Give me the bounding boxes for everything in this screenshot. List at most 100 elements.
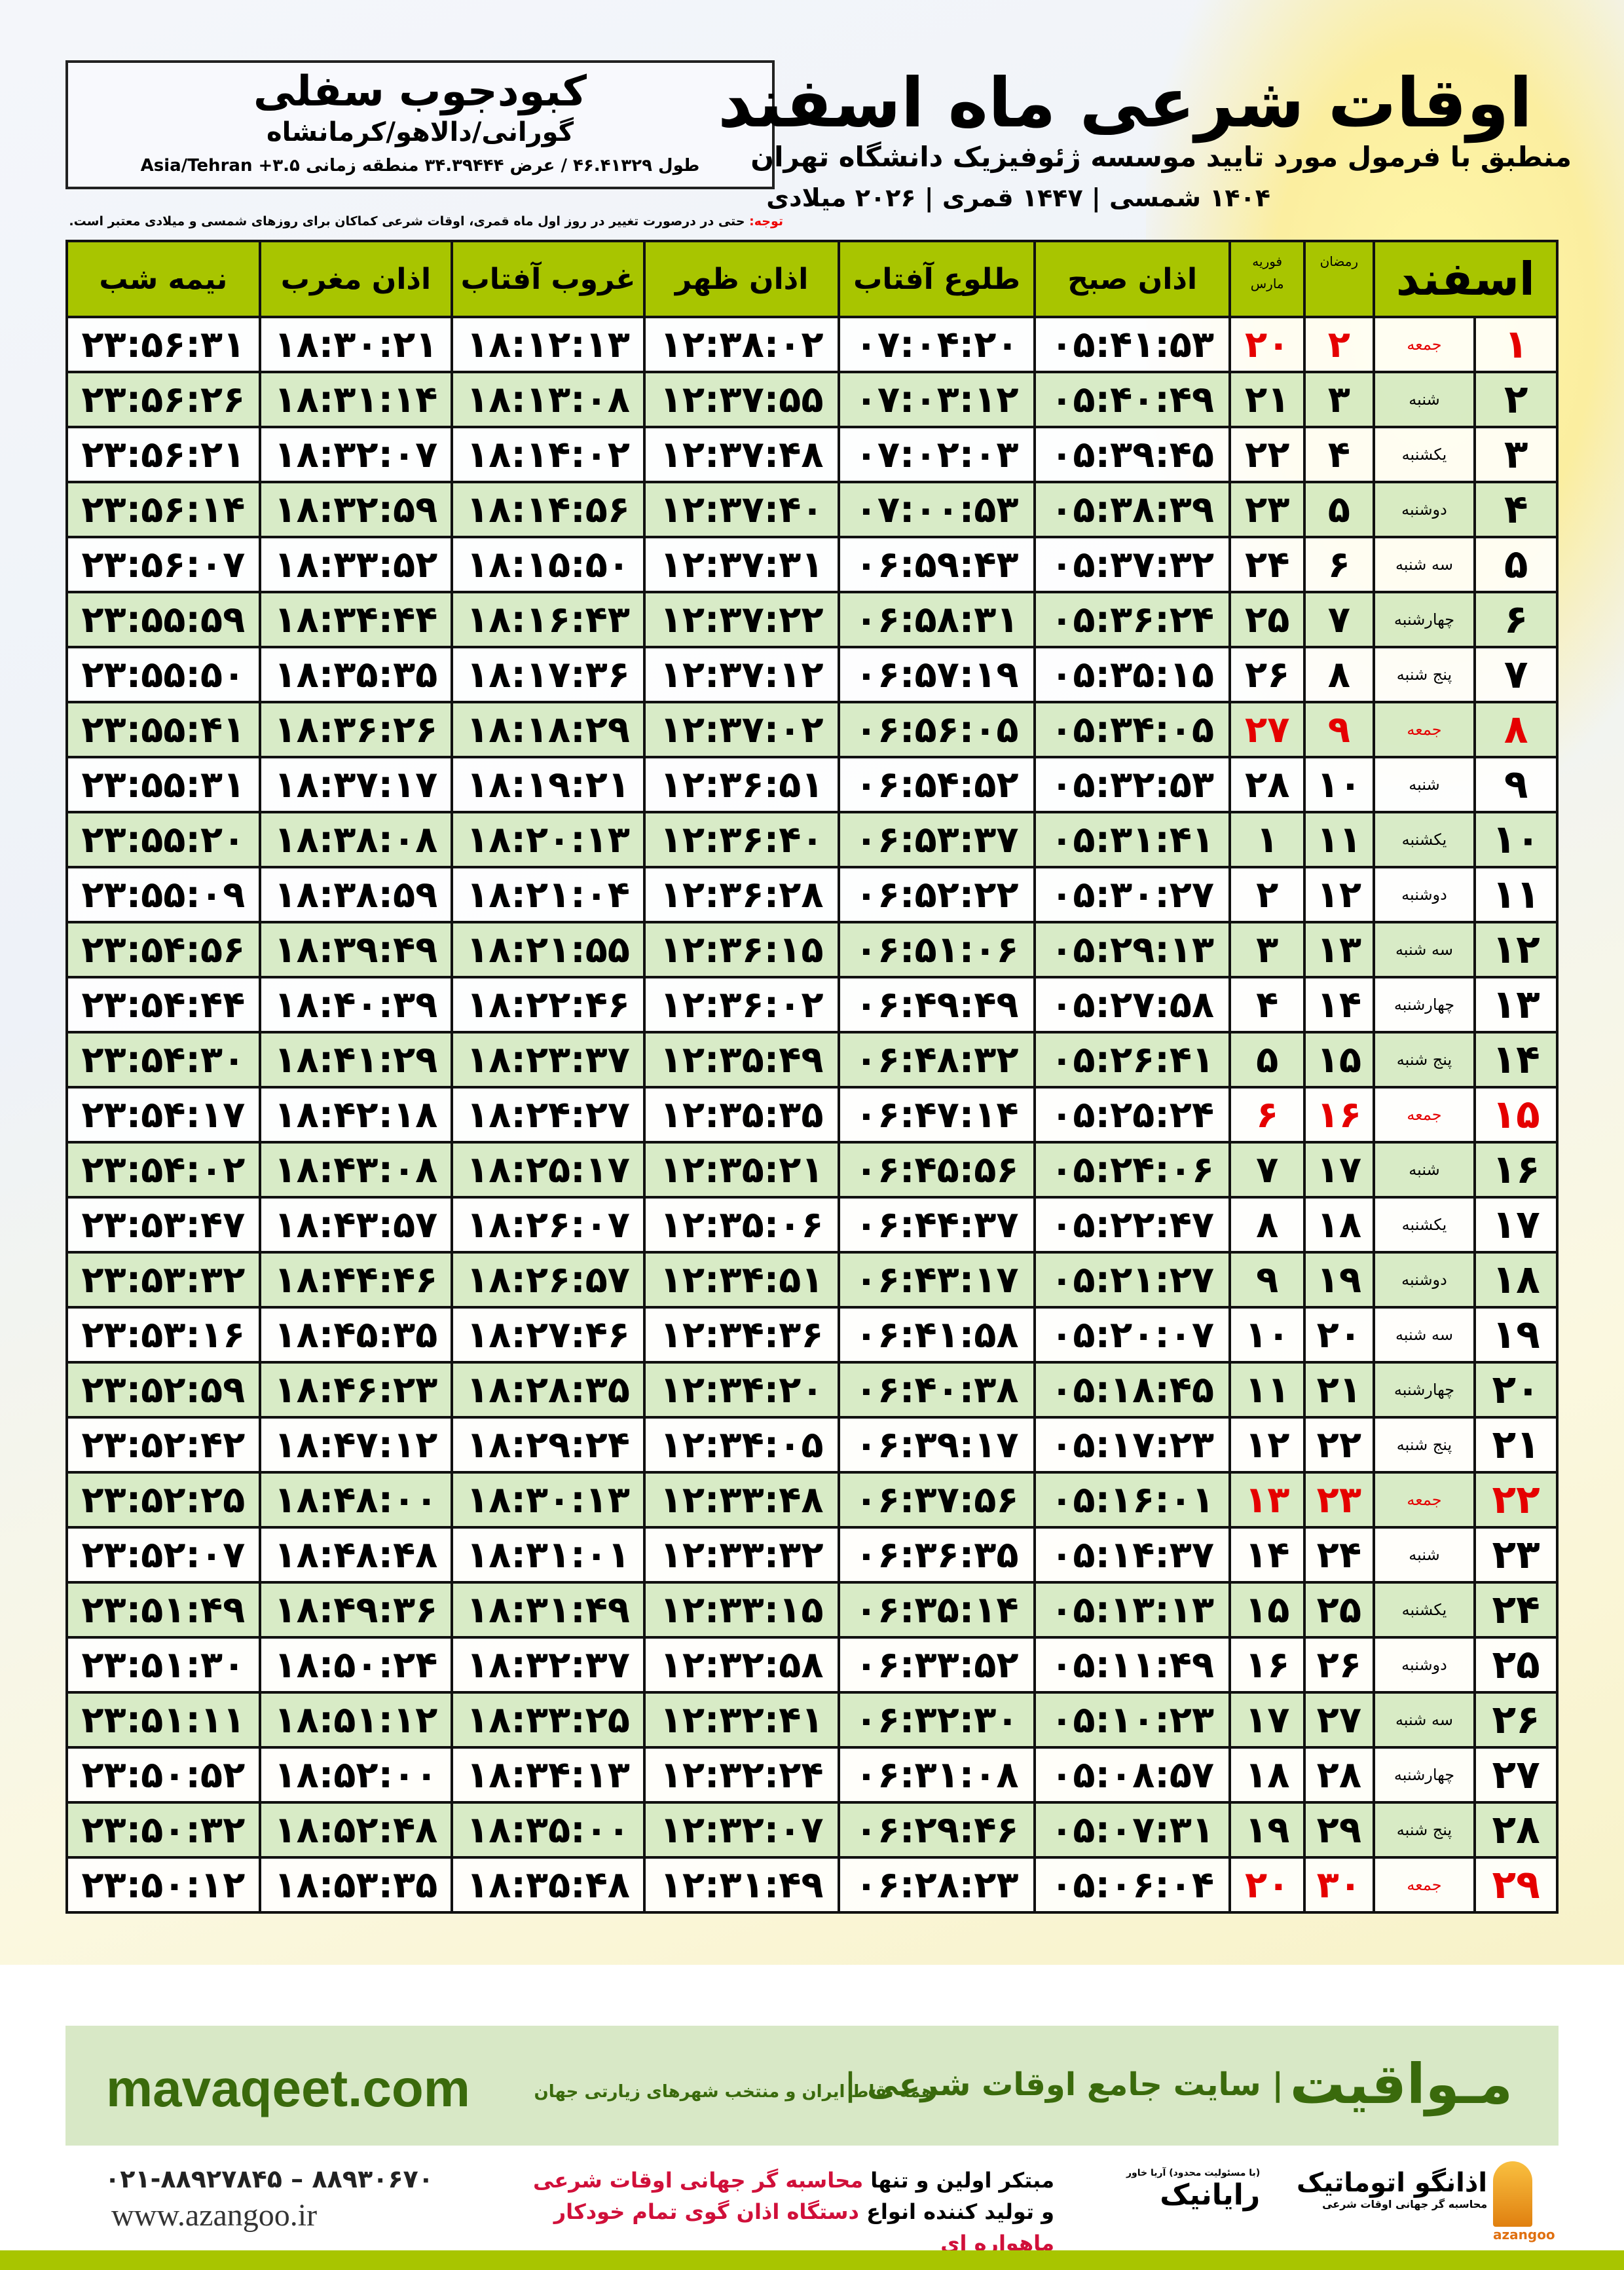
maghrib-time-cell: ۱۸:۳۹:۴۹: [258, 921, 454, 978]
dhuhr-time-cell: ۱۲:۳۷:۴۸: [642, 426, 841, 483]
sunset-time-cell: ۱۸:۳۴:۱۳: [451, 1746, 646, 1804]
ramadan-day-cell: ۵: [1303, 481, 1375, 538]
azangoo-logo-small: محاسبه گر جهانی اوقات شرعی: [1322, 2198, 1488, 2210]
sunset-time-cell: ۱۸:۱۶:۴۳: [451, 591, 646, 648]
day-cell: ۵: [1473, 536, 1559, 593]
azangoo-link[interactable]: www.azangoo.ir: [111, 2198, 318, 2233]
table-row: ۱۰ یکشنبه ۱۱ ۱ ۰۵:۳۱:۴۱ ۰۶:۵۳:۳۷ ۱۲:۳۶:۴۰ ۱۸:۲۰…: [65, 811, 1559, 868]
maghrib-time-cell: ۱۸:۳۳:۵۲: [258, 536, 454, 593]
azangoo-logo: اذانگو اتوماتیک محاسبه گر جهانی اوقات شرع…: [1297, 2168, 1487, 2210]
midnight-time-cell: ۲۳:۵۰:۳۲: [65, 1801, 261, 1859]
maghrib-time-cell: ۱۸:۴۵:۳۵: [258, 1306, 454, 1364]
sunset-time-cell: ۱۸:۳۰:۱۳: [451, 1471, 646, 1529]
col-gregorian: فوریه مارس: [1228, 240, 1306, 318]
weekday-cell: چهارشنبه: [1372, 1746, 1477, 1804]
sunrise-time-cell: ۰۶:۲۹:۴۶: [838, 1801, 1036, 1859]
fajr-time-cell: ۰۵:۲۱:۲۷: [1033, 1251, 1232, 1309]
midnight-time-cell: ۲۳:۵۶:۰۷: [65, 536, 261, 593]
table-row: ۱۱ دوشنبه ۱۲ ۲ ۰۵:۳۰:۲۷ ۰۶:۵۲:۲۲ ۱۲:۳۶:۲۸ ۱۸:۲۱…: [65, 866, 1559, 923]
gregorian-day-cell: ۲۶: [1228, 646, 1306, 703]
day-cell: ۱۶: [1473, 1141, 1559, 1199]
midnight-time-cell: ۲۳:۵۶:۲۶: [65, 371, 261, 428]
table-row: ۳ یکشنبه ۴ ۲۲ ۰۵:۳۹:۴۵ ۰۷:۰۲:۰۳ ۱۲:۳۷:۴۸ ۱۸:۱۴:…: [65, 426, 1559, 483]
day-cell: ۱۹: [1473, 1306, 1559, 1364]
gregorian-day-cell: ۱۵: [1228, 1581, 1306, 1639]
sunrise-time-cell: ۰۶:۳۳:۵۲: [838, 1636, 1036, 1694]
page-title: اوقات شرعی ماه اسفند: [718, 63, 1532, 143]
dhuhr-time-cell: ۱۲:۳۴:۲۰: [642, 1361, 841, 1419]
ramadan-day-cell: ۲۰: [1303, 1306, 1375, 1364]
day-cell: ۱۲: [1473, 921, 1559, 978]
fajr-time-cell: ۰۵:۲۵:۲۴: [1033, 1086, 1232, 1144]
gregorian-day-cell: ۴: [1228, 976, 1306, 1033]
weekday-cell: چهارشنبه: [1372, 591, 1477, 648]
rayanik-logo-small: (با مسئولیت محدود) آریا خاور: [1126, 2168, 1261, 2178]
promo-line2-a: و تولید کننده انواع: [858, 2199, 1054, 2224]
table-row: ۲ شنبه ۳ ۲۱ ۰۵:۴۰:۴۹ ۰۷:۰۳:۱۲ ۱۲:۳۷:۵۵ ۱۸:۱۳:۰۸…: [65, 371, 1559, 428]
day-cell: ۲۷: [1473, 1746, 1559, 1804]
dhuhr-time-cell: ۱۲:۳۶:۲۸: [642, 866, 841, 923]
dhuhr-time-cell: ۱۲:۳۷:۲۲: [642, 591, 841, 648]
weekday-cell: سه شنبه: [1372, 921, 1477, 978]
midnight-time-cell: ۲۳:۵۵:۵۰: [65, 646, 261, 703]
site-link[interactable]: mavaqeet.com: [106, 2059, 470, 2117]
weekday-cell: دوشنبه: [1372, 866, 1477, 923]
table-row: ۲۷ چهارشنبه ۲۸ ۱۸ ۰۵:۰۸:۵۷ ۰۶:۳۱:۰۸ ۱۲:۳۲:۲۴ ۱۸…: [65, 1746, 1559, 1804]
mavaqeet-banner: mavaqeet.com مـواقیت | سایت جامع اوقات ش…: [65, 2026, 1559, 2146]
midnight-time-cell: ۲۳:۵۶:۱۴: [65, 481, 261, 538]
gregorian-day-cell: ۲۰: [1228, 1856, 1306, 1914]
page-subtitle: منطبق با فرمول مورد تایید موسسه ژئوفیزیک…: [750, 141, 1572, 173]
dhuhr-time-cell: ۱۲:۳۲:۵۸: [642, 1636, 841, 1694]
sunset-time-cell: ۱۸:۱۳:۰۸: [451, 371, 646, 428]
sunset-time-cell: ۱۸:۱۴:۵۶: [451, 481, 646, 538]
sunrise-time-cell: ۰۶:۴۰:۳۸: [838, 1361, 1036, 1419]
ramadan-day-cell: ۲۳: [1303, 1471, 1375, 1529]
gregorian-day-cell: ۲: [1228, 866, 1306, 923]
weekday-cell: جمعه: [1372, 1471, 1477, 1529]
sunrise-time-cell: ۰۶:۴۵:۵۶: [838, 1141, 1036, 1199]
maghrib-time-cell: ۱۸:۵۲:۰۰: [258, 1746, 454, 1804]
dhuhr-time-cell: ۱۲:۳۲:۴۱: [642, 1691, 841, 1749]
weekday-cell: یکشنبه: [1372, 1196, 1477, 1254]
maghrib-time-cell: ۱۸:۳۶:۲۶: [258, 701, 454, 758]
ramadan-day-cell: ۲۹: [1303, 1801, 1375, 1859]
table-row: ۲۹ جمعه ۳۰ ۲۰ ۰۵:۰۶:۰۴ ۰۶:۲۸:۲۳ ۱۲:۳۱:۴۹ ۱۸:۳۵:…: [65, 1856, 1559, 1914]
sunset-time-cell: ۱۸:۳۵:۰۰: [451, 1801, 646, 1859]
day-cell: ۲۸: [1473, 1801, 1559, 1859]
col-midnight: نیمه شب: [65, 240, 261, 318]
gregorian-day-cell: ۸: [1228, 1196, 1306, 1254]
day-cell: ۱۰: [1473, 811, 1559, 868]
sunset-time-cell: ۱۸:۳۵:۴۸: [451, 1856, 646, 1914]
banner-tagline: | سایت جامع اوقات شرعی |: [844, 2066, 1283, 2103]
dhuhr-time-cell: ۱۲:۳۵:۳۵: [642, 1086, 841, 1144]
table-row: ۲۳ شنبه ۲۴ ۱۴ ۰۵:۱۴:۳۷ ۰۶:۳۶:۳۵ ۱۲:۳۳:۳۲ ۱۸:۳۱:…: [65, 1526, 1559, 1584]
ramadan-day-cell: ۱۱: [1303, 811, 1375, 868]
sunset-time-cell: ۱۸:۲۵:۱۷: [451, 1141, 646, 1199]
gregorian-day-cell: ۱۶: [1228, 1636, 1306, 1694]
weekday-cell: پنج شنبه: [1372, 1416, 1477, 1474]
table-row: ۴ دوشنبه ۵ ۲۳ ۰۵:۳۸:۳۹ ۰۷:۰۰:۵۳ ۱۲:۳۷:۴۰ ۱۸:۱۴:…: [65, 481, 1559, 538]
gregorian-day-cell: ۲۱: [1228, 371, 1306, 428]
ramadan-day-cell: ۲۵: [1303, 1581, 1375, 1639]
table-row: ۲۲ جمعه ۲۳ ۱۳ ۰۵:۱۶:۰۱ ۰۶:۳۷:۵۶ ۱۲:۳۳:۴۸ ۱۸:۳۰:…: [65, 1471, 1559, 1529]
day-cell: ۲۵: [1473, 1636, 1559, 1694]
maghrib-time-cell: ۱۸:۴۲:۱۸: [258, 1086, 454, 1144]
maghrib-time-cell: ۱۸:۴۶:۲۳: [258, 1361, 454, 1419]
fajr-time-cell: ۰۵:۴۱:۵۳: [1033, 316, 1232, 373]
sunset-time-cell: ۱۸:۲۰:۱۳: [451, 811, 646, 868]
dhuhr-time-cell: ۱۲:۳۷:۰۲: [642, 701, 841, 758]
weekday-cell: سه شنبه: [1372, 536, 1477, 593]
sunset-time-cell: ۱۸:۲۱:۵۵: [451, 921, 646, 978]
weekday-cell: شنبه: [1372, 1141, 1477, 1199]
fajr-time-cell: ۰۵:۰۷:۳۱: [1033, 1801, 1232, 1859]
dhuhr-time-cell: ۱۲:۳۴:۰۵: [642, 1416, 841, 1474]
sunrise-time-cell: ۰۶:۲۸:۲۳: [838, 1856, 1036, 1914]
col-gregorian-top: فوریه: [1252, 253, 1283, 269]
midnight-time-cell: ۲۳:۵۱:۳۰: [65, 1636, 261, 1694]
sunset-time-cell: ۱۸:۲۴:۲۷: [451, 1086, 646, 1144]
midnight-time-cell: ۲۳:۵۳:۳۲: [65, 1251, 261, 1309]
fajr-time-cell: ۰۵:۳۷:۳۲: [1033, 536, 1232, 593]
midnight-time-cell: ۲۳:۵۱:۱۱: [65, 1691, 261, 1749]
azangoo-logo-en: azangoo: [1493, 2227, 1555, 2242]
gregorian-day-cell: ۱۷: [1228, 1691, 1306, 1749]
